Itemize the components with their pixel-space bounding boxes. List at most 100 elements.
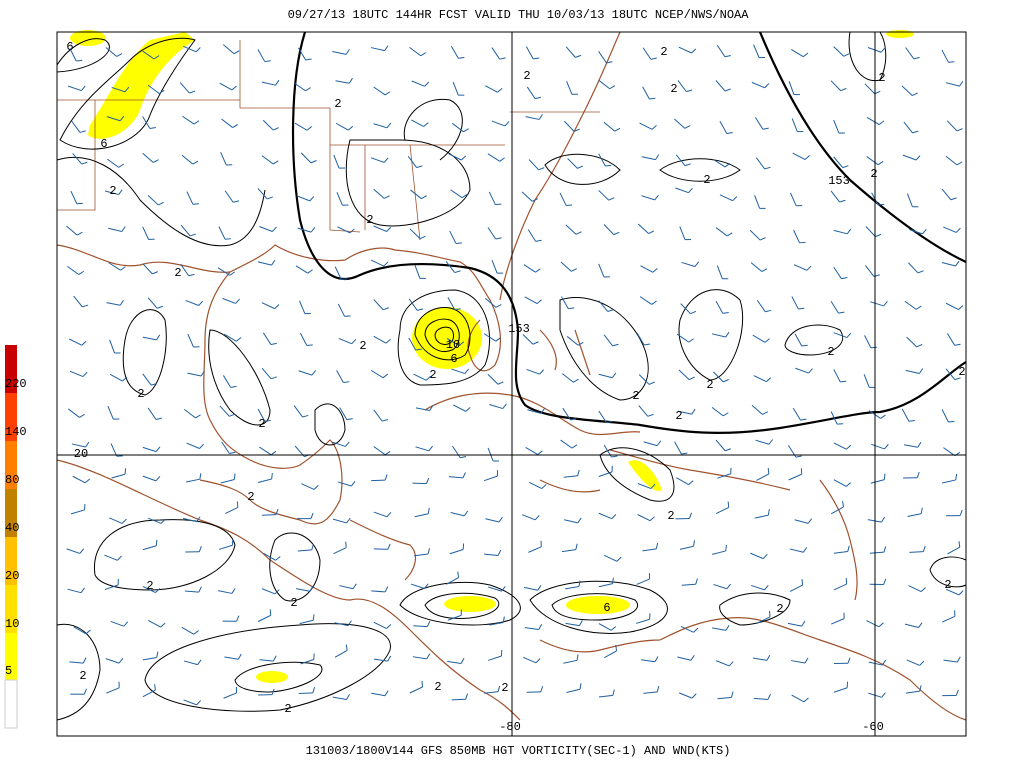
contour-label: 6	[100, 137, 107, 151]
wind-barb-flag	[121, 518, 127, 524]
wind-barb	[603, 121, 616, 132]
wind-barb-flag	[764, 584, 769, 591]
wind-barb	[262, 514, 277, 516]
contour	[848, 31, 887, 82]
wind-barb	[408, 337, 417, 351]
wind-barb	[483, 333, 497, 342]
wind-barb	[261, 81, 276, 86]
wind-barb	[793, 229, 800, 244]
wind-barb	[638, 374, 650, 385]
map-frame	[56, 31, 967, 737]
wind-barb	[259, 226, 273, 232]
wind-barb	[414, 513, 429, 518]
wind-barb-flag	[428, 445, 433, 452]
wind-barb	[527, 409, 542, 414]
wind-barb-flag	[78, 270, 85, 275]
wind-barb	[180, 224, 191, 237]
wind-barb-flag	[312, 686, 316, 693]
wind-barb-flag	[915, 155, 921, 161]
wind-barb	[525, 446, 538, 455]
wind-barb	[680, 625, 694, 633]
wind-barb	[833, 442, 847, 450]
wind-barb	[830, 411, 838, 425]
wind-barb	[830, 506, 844, 515]
wind-barb	[869, 551, 884, 554]
wind-barb	[104, 554, 118, 561]
wind-barb-flag	[229, 271, 235, 276]
wind-barb	[749, 229, 761, 241]
wind-barb	[181, 154, 194, 165]
wind-barb	[222, 375, 232, 388]
wind-barb-flag	[764, 83, 770, 89]
wind-barb	[187, 333, 194, 348]
wind-barb	[300, 659, 315, 665]
wind-barb	[791, 49, 804, 58]
wind-barb	[71, 120, 81, 133]
wind-barb-flag	[344, 315, 351, 317]
wind-barb	[561, 549, 576, 553]
contour	[56, 38, 110, 73]
wind-barb	[945, 155, 958, 166]
wind-barb-flag	[119, 299, 124, 306]
wind-barb	[565, 46, 576, 58]
wind-barb-flag	[688, 338, 694, 343]
wind-barb	[332, 696, 347, 700]
wind-barb-flag	[386, 624, 392, 629]
wind-barb-flag	[426, 620, 431, 627]
wind-barb	[179, 82, 190, 94]
wind-barb-flag	[958, 590, 964, 596]
wind-barb	[335, 80, 350, 84]
wind-barb-flag	[842, 165, 849, 169]
contour	[56, 156, 266, 247]
wind-barb-flag	[762, 411, 769, 415]
wind-barb	[830, 190, 841, 203]
wind-barb-flag	[124, 468, 127, 475]
wind-barb	[788, 81, 795, 95]
wind-barb	[106, 116, 121, 122]
wind-barb	[792, 407, 801, 421]
wind-barb	[111, 473, 126, 479]
wind-barb	[107, 406, 114, 420]
wind-barb-flag	[726, 583, 731, 590]
wind-barb-flag	[955, 227, 961, 233]
wind-barb-flag	[153, 55, 160, 60]
wind-barb	[373, 299, 384, 311]
wind-barb	[787, 622, 802, 627]
wind-barb	[637, 514, 651, 522]
wind-barb	[70, 509, 85, 515]
wind-barb-flag	[534, 96, 542, 100]
wind-barb-flag	[724, 163, 731, 168]
wind-barb-flag	[123, 621, 129, 627]
wind-barb	[565, 622, 580, 627]
wind-barb-flag	[724, 448, 731, 452]
wind-barb	[753, 44, 760, 58]
contour	[929, 556, 967, 588]
wind-barb	[636, 618, 650, 624]
wind-barb-flag	[956, 161, 963, 166]
wind-barb-flag	[274, 589, 280, 595]
wind-barb-flag	[347, 620, 352, 626]
wind-barb-flag	[85, 629, 91, 635]
wind-barb	[186, 442, 200, 449]
wind-barb-flag	[79, 548, 85, 554]
contour	[399, 581, 521, 626]
wind-barb	[371, 692, 386, 697]
wind-barb	[598, 512, 612, 520]
wind-barb	[753, 375, 767, 383]
wind-barb	[186, 478, 200, 483]
wind-barb	[373, 86, 386, 96]
wind-barb	[908, 585, 922, 593]
wind-barb	[181, 626, 195, 635]
wind-barb	[147, 407, 157, 420]
wind-barb	[868, 661, 883, 666]
wind-barb	[711, 333, 726, 338]
colorbar-label: 40	[5, 521, 19, 535]
wind-barb-flag	[840, 380, 847, 383]
wind-barb	[409, 228, 421, 240]
wind-barb-flag	[199, 443, 205, 449]
wind-barb-flag	[650, 483, 656, 489]
wind-barb	[142, 50, 155, 60]
wind-barb	[261, 155, 274, 165]
wind-barb	[410, 189, 422, 200]
wind-barb	[833, 46, 845, 57]
